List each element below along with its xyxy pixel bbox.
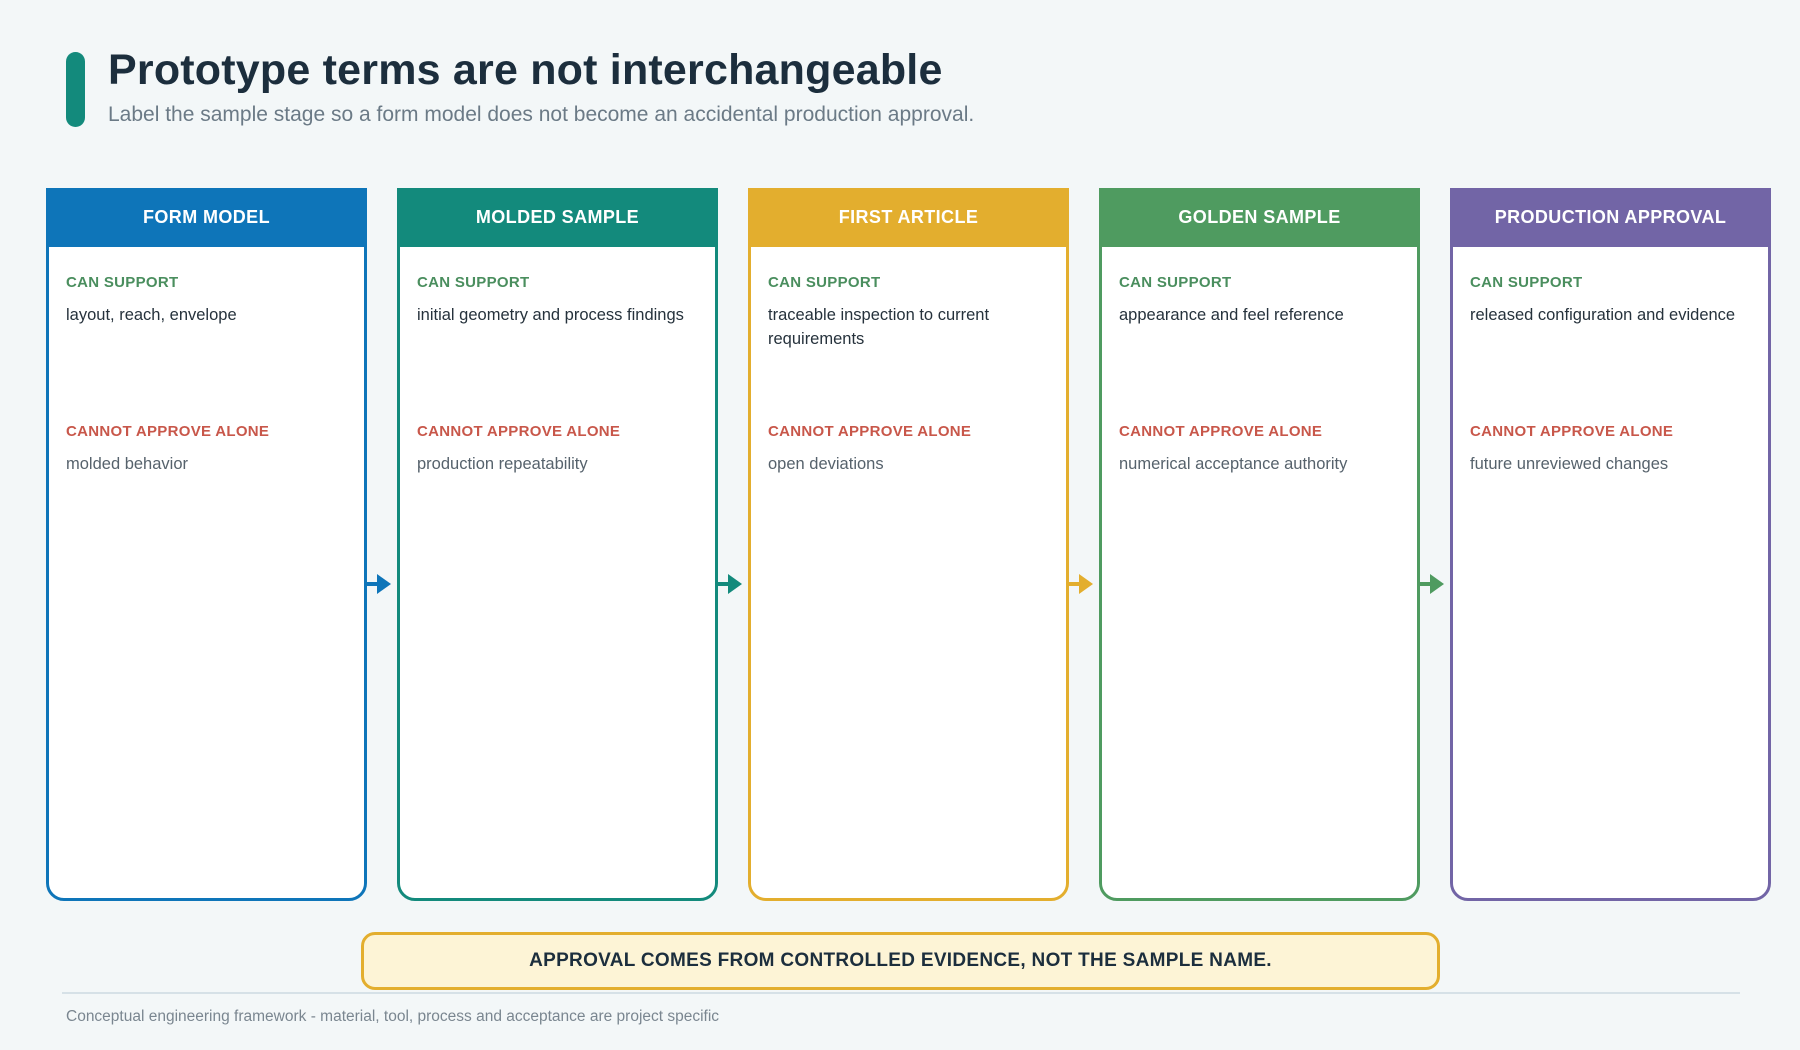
cannot-approve-text: molded behavior bbox=[66, 455, 188, 473]
can-support-text: traceable inspection to current requirem… bbox=[768, 306, 990, 348]
cannot-approve-label: CANNOT APPROVE ALONE bbox=[66, 423, 270, 440]
can-support-text: initial geometry and process findings bbox=[417, 306, 684, 324]
cannot-approve-label: CANNOT APPROVE ALONE bbox=[768, 423, 972, 440]
footer-note: Conceptual engineering framework - mater… bbox=[66, 1008, 720, 1025]
cannot-approve-text: numerical acceptance authority bbox=[1119, 455, 1348, 473]
stage-card-header: GOLDEN SAMPLE bbox=[1099, 188, 1420, 247]
page-subtitle: Label the sample stage so a form model d… bbox=[108, 103, 975, 126]
flow-arrow-icon bbox=[716, 574, 742, 594]
stage-card-header: FIRST ARTICLE bbox=[748, 188, 1069, 247]
stage-card-2: MOLDED SAMPLE CAN SUPPORT initial geometry… bbox=[397, 188, 718, 901]
stage-card-header: FORM MODEL bbox=[46, 188, 367, 247]
can-support-text: appearance and feel reference bbox=[1119, 306, 1344, 324]
title-accent-bar bbox=[66, 52, 85, 127]
can-support-label: CAN SUPPORT bbox=[66, 274, 179, 291]
cannot-approve-text: future unreviewed changes bbox=[1470, 455, 1669, 473]
stage-card-5: PRODUCTION APPROVAL CAN SUPPORT released c… bbox=[1450, 188, 1771, 901]
cannot-approve-label: CANNOT APPROVE ALONE bbox=[1119, 423, 1323, 440]
flow-arrow-icon bbox=[365, 574, 391, 594]
flow-arrow-icon bbox=[1067, 574, 1093, 594]
stage-card-header: MOLDED SAMPLE bbox=[397, 188, 718, 247]
stage-card-header: PRODUCTION APPROVAL bbox=[1450, 188, 1771, 247]
can-support-text: layout, reach, envelope bbox=[66, 306, 237, 324]
footer-divider bbox=[62, 992, 1740, 994]
cannot-approve-label: CANNOT APPROVE ALONE bbox=[1470, 423, 1674, 440]
can-support-label: CAN SUPPORT bbox=[768, 274, 881, 291]
cannot-approve-text: production repeatability bbox=[417, 455, 588, 473]
stage-card-1: FORM MODEL CAN SUPPORT layout, reach, enve… bbox=[46, 188, 367, 901]
cannot-approve-label: CANNOT APPROVE ALONE bbox=[417, 423, 621, 440]
stage-card-3: FIRST ARTICLE CAN SUPPORT traceable inspec… bbox=[748, 188, 1069, 901]
can-support-label: CAN SUPPORT bbox=[1470, 274, 1583, 291]
can-support-label: CAN SUPPORT bbox=[1119, 274, 1232, 291]
can-support-text: released configuration and evidence bbox=[1470, 306, 1736, 324]
can-support-label: CAN SUPPORT bbox=[417, 274, 530, 291]
stage-card-4: GOLDEN SAMPLE CAN SUPPORT appearance and f… bbox=[1099, 188, 1420, 901]
page-title: Prototype terms are not interchangeable bbox=[108, 46, 943, 94]
cannot-approve-text: open deviations bbox=[768, 455, 884, 473]
flow-arrow-icon bbox=[1418, 574, 1444, 594]
approval-banner: APPROVAL COMES FROM CONTROLLED EVIDENCE,… bbox=[361, 932, 1440, 990]
